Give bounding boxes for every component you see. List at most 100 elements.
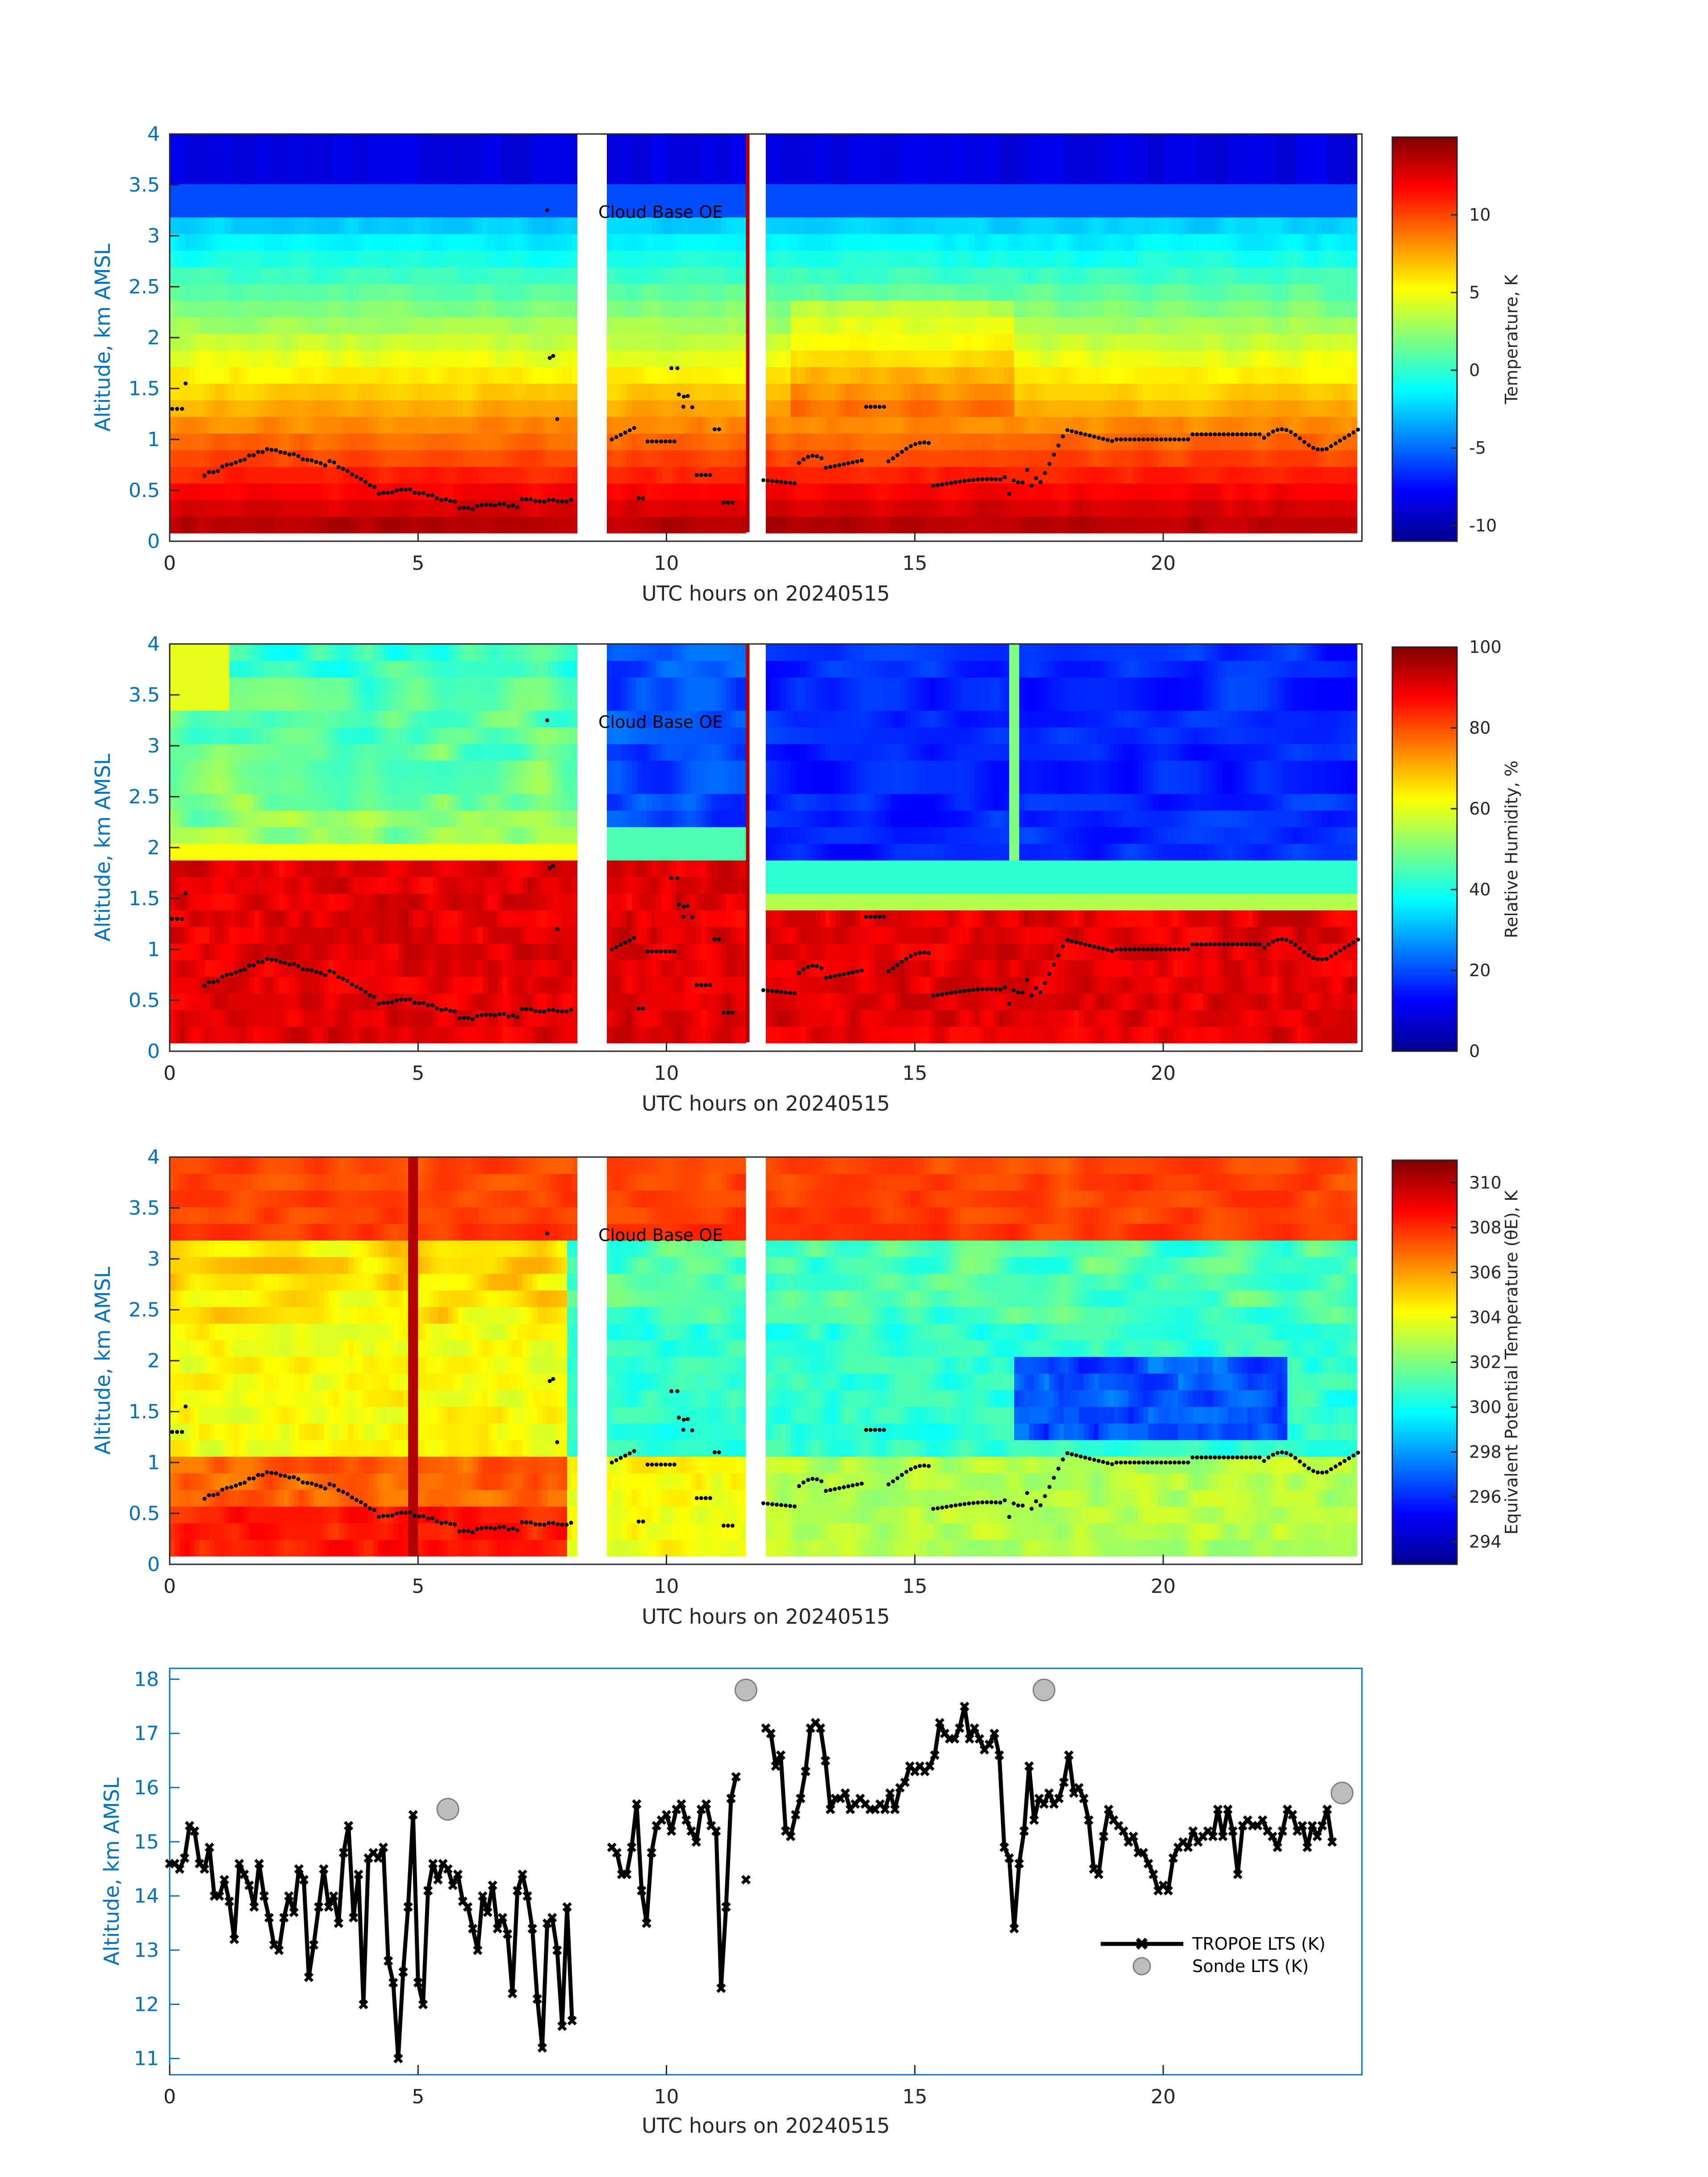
heatmap-cell (284, 300, 289, 318)
heatmap-cell (199, 300, 205, 318)
heatmap-cell (910, 134, 915, 151)
heatmap-cell (919, 400, 925, 417)
heatmap-cell (622, 284, 627, 301)
heatmap-cell (840, 433, 846, 451)
heatmap-cell (1208, 483, 1213, 500)
heatmap-cell (915, 516, 920, 534)
heatmap-cell (1024, 134, 1030, 151)
heatmap-cell (974, 400, 980, 417)
heatmap-cell (905, 383, 910, 401)
heatmap-cell (1118, 350, 1124, 368)
heatmap-cell (636, 184, 642, 201)
heatmap-cell (1193, 300, 1199, 318)
heatmap-cell (795, 317, 801, 334)
heatmap-cell (840, 466, 846, 484)
heatmap-cell (651, 201, 657, 217)
heatmap-cell (334, 284, 339, 301)
heatmap-cell (855, 267, 861, 284)
heatmap-cell (204, 284, 210, 301)
heatmap-cell (910, 333, 915, 351)
heatmap-cell (890, 150, 895, 168)
heatmap-cell (865, 234, 871, 251)
heatmap-cell (706, 433, 712, 451)
heatmap-cell (1237, 250, 1243, 267)
heatmap-cell (840, 417, 846, 434)
heatmap-cell (239, 350, 245, 368)
heatmap-cell (994, 201, 1000, 217)
heatmap-cell (741, 367, 747, 384)
heatmap-cell (458, 400, 464, 417)
heatmap-cell (1034, 217, 1040, 234)
heatmap-cell (726, 483, 731, 500)
heatmap-cell (999, 201, 1005, 217)
heatmap-cell (706, 400, 712, 417)
heatmap-cell (423, 400, 429, 417)
heatmap-cell (507, 433, 513, 451)
heatmap-cell (309, 217, 314, 234)
heatmap-cell (850, 150, 856, 168)
heatmap-cell (681, 516, 687, 534)
heatmap-cell (418, 433, 424, 451)
heatmap-cell (229, 500, 235, 517)
heatmap-cell (706, 500, 712, 517)
heatmap-cell (1039, 317, 1044, 334)
heatmap-cell (423, 317, 429, 334)
heatmap-cell (656, 167, 662, 184)
heatmap-cell (944, 383, 950, 401)
heatmap-cell (1069, 167, 1074, 184)
heatmap-cell (209, 450, 215, 467)
heatmap-cell (1049, 167, 1054, 184)
heatmap-cell (766, 417, 771, 434)
heatmap-cell (825, 350, 831, 368)
heatmap-cell (1113, 350, 1119, 368)
heatmap-cell (1198, 400, 1203, 417)
heatmap-cell (1248, 250, 1253, 267)
heatmap-cell (806, 333, 811, 351)
heatmap-cell (1113, 367, 1119, 384)
heatmap-cell (1089, 350, 1094, 368)
heatmap-cell (1163, 217, 1169, 234)
heatmap-cell (1029, 184, 1035, 201)
heatmap-cell (378, 217, 384, 234)
heatmap-cell (1203, 167, 1208, 184)
heatmap-cell (214, 267, 220, 284)
heatmap-cell (259, 466, 265, 484)
heatmap-cell (686, 500, 692, 517)
heatmap-cell (383, 184, 389, 201)
heatmap-cell (979, 300, 985, 318)
heatmap-cell (313, 250, 319, 267)
heatmap-cell (289, 317, 294, 334)
heatmap-cell (1232, 167, 1238, 184)
heatmap-cell (1218, 267, 1224, 284)
heatmap-cell (880, 383, 885, 401)
heatmap-cell (1228, 217, 1233, 234)
heatmap-cell (1089, 250, 1094, 267)
heatmap-cell (1118, 284, 1124, 301)
heatmap-cell (810, 450, 816, 467)
heatmap-cell (368, 234, 374, 251)
heatmap-cell (661, 367, 667, 384)
heatmap-cell (239, 217, 245, 234)
heatmap-cell (830, 217, 836, 234)
heatmap-cell (1168, 317, 1173, 334)
heatmap-cell (1089, 433, 1094, 451)
heatmap-cell (343, 450, 349, 467)
heatmap-cell (1123, 400, 1129, 417)
heatmap-cell (870, 417, 876, 434)
heatmap-cell (393, 433, 399, 451)
heatmap-cell (647, 217, 652, 234)
heatmap-cell (477, 450, 483, 467)
heatmap-cell (835, 150, 841, 168)
heatmap-cell (284, 350, 289, 368)
heatmap-cell (458, 417, 464, 434)
heatmap-cell (175, 450, 180, 467)
heatmap-cell (835, 167, 841, 184)
heatmap-cell (318, 267, 324, 284)
heatmap-cell (999, 317, 1005, 334)
heatmap-cell (448, 466, 453, 484)
heatmap-cell (726, 500, 731, 517)
heatmap-cell (989, 234, 995, 251)
heatmap-cell (329, 150, 334, 168)
heatmap-cell (979, 350, 985, 368)
heatmap-cell (239, 234, 245, 251)
